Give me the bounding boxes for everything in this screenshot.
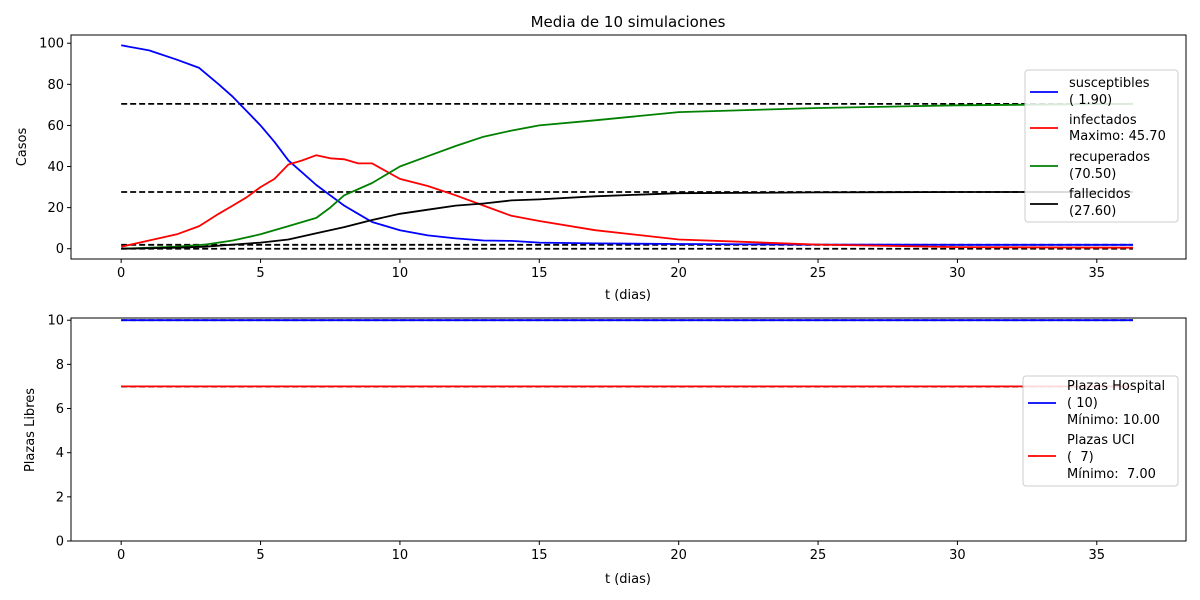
beds-legend-box: [1022, 375, 1179, 487]
cases-x-tick-label: 5: [256, 266, 264, 281]
cases-y-ticks: 0 20 40 60 80 100: [39, 37, 71, 257]
cases-title: Media de 10 simulaciones: [531, 13, 726, 31]
legend-susceptibles-label: susceptibles: [1069, 76, 1150, 91]
beds-series: [121, 319, 1133, 388]
cases-series: [121, 44, 1134, 250]
legend-fallecidos-value: (27.60): [1069, 204, 1116, 219]
beds-x-tick-label: 5: [256, 548, 264, 563]
legend-uci-label: Plazas UCI: [1067, 433, 1135, 448]
cases-plot-frame: [70, 34, 1187, 260]
cases-x-tick-label: 30: [949, 266, 966, 281]
cases-series-line-infectados: [121, 154, 1134, 249]
cases-reference-lines: [121, 102, 1134, 250]
beds-y-tick-label: 4: [56, 446, 64, 461]
beds-x-tick-label: 15: [531, 548, 548, 563]
beds-x-tick-label: 10: [392, 548, 409, 563]
legend-infectados-label: infectados: [1069, 113, 1137, 128]
beds-x-tick-label: 35: [1089, 548, 1106, 563]
beds-x-tick-label: 25: [810, 548, 827, 563]
legend-hospital-minimum: Mínimo: 10.00: [1067, 413, 1160, 428]
cases-y-tick-label: 0: [56, 242, 64, 257]
cases-y-tick-label: 20: [47, 201, 64, 216]
beds-panel: 0 5 10 15 20 25 30 35 0 2 4 6 8 10 t (dias) Plazas L…: [23, 314, 1187, 587]
cases-y-tick-label: 100: [39, 37, 64, 52]
cases-x-ticks: 0 5 10 15 20 25 30 35: [117, 259, 1105, 281]
cases-x-tick-label: 25: [810, 266, 827, 281]
beds-plot-frame: [70, 317, 1187, 542]
beds-y-tick-label: 8: [56, 358, 64, 373]
cases-series-line-recuperados: [121, 102, 1134, 250]
beds-y-tick-label: 6: [56, 402, 64, 417]
cases-y-tick-label: 60: [47, 119, 64, 134]
beds-x-tick-label: 30: [949, 548, 966, 563]
legend-uci-capacity: ( 7): [1067, 450, 1094, 465]
cases-legend: susceptibles ( 1.90) infectados Maximo: …: [1024, 69, 1179, 223]
legend-fallecidos-label: fallecidos: [1069, 187, 1131, 202]
cases-series-line-fallecidos: [121, 191, 1133, 250]
cases-x-tick-label: 20: [670, 266, 687, 281]
cases-x-axis-label: t (dias): [605, 288, 651, 303]
beds-legend: Plazas Hospital ( 10) Mínimo: 10.00 Plaz…: [1022, 375, 1179, 487]
legend-recuperados-label: recuperados: [1069, 150, 1150, 165]
cases-y-axis-label: Casos: [15, 128, 30, 167]
legend-hospital-capacity: ( 10): [1067, 396, 1098, 411]
cases-x-tick-label: 35: [1089, 266, 1106, 281]
cases-legend-box: [1024, 69, 1179, 223]
cases-y-tick-label: 80: [47, 78, 64, 93]
cases-panel: Media de 10 simulaciones 0 5 10 15 20 25 30 35 …: [15, 13, 1187, 303]
cases-x-tick-label: 15: [531, 266, 548, 281]
legend-hospital-label: Plazas Hospital: [1067, 379, 1165, 394]
beds-x-ticks: 0 5 10 15 20 25 30 35: [117, 541, 1105, 563]
legend-recuperados-value: (70.50): [1069, 167, 1116, 182]
cases-x-tick-label: 0: [117, 266, 125, 281]
beds-y-ticks: 0 2 4 6 8 10: [47, 314, 71, 550]
beds-y-tick-label: 2: [56, 490, 64, 505]
beds-x-axis-label: t (dias): [605, 572, 651, 587]
beds-y-tick-label: 0: [56, 535, 64, 550]
legend-uci-minimum: Mínimo: 7.00: [1067, 467, 1156, 482]
beds-x-tick-label: 0: [117, 548, 125, 563]
cases-y-tick-label: 40: [47, 160, 64, 175]
cases-series-line-susceptibles: [121, 44, 1133, 246]
legend-infectados-value: Maximo: 45.70: [1069, 129, 1166, 144]
beds-y-axis-label: Plazas Libres: [23, 388, 38, 472]
legend-susceptibles-value: ( 1.90): [1069, 93, 1112, 108]
beds-x-tick-label: 20: [670, 548, 687, 563]
beds-y-tick-label: 10: [47, 314, 64, 329]
cases-x-tick-label: 10: [392, 266, 409, 281]
